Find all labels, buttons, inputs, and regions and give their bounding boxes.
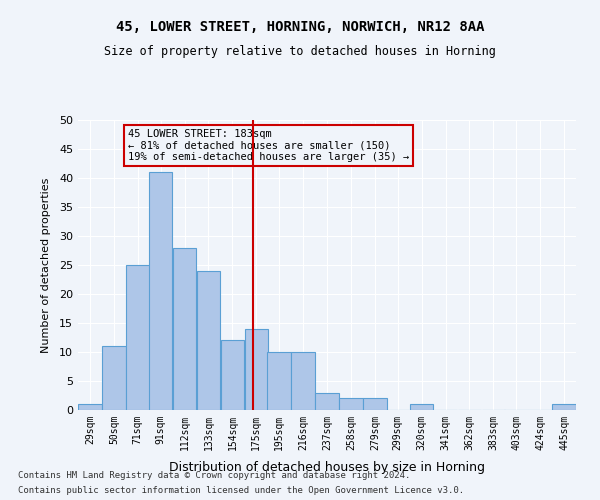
Bar [553, 404, 576, 410]
Bar [410, 404, 433, 410]
Bar [102, 346, 125, 410]
Text: 45, LOWER STREET, HORNING, NORWICH, NR12 8AA: 45, LOWER STREET, HORNING, NORWICH, NR12… [116, 20, 484, 34]
X-axis label: Distribution of detached houses by size in Horning: Distribution of detached houses by size … [169, 461, 485, 474]
Bar [126, 265, 149, 410]
Bar [149, 172, 172, 410]
Bar [339, 398, 362, 410]
Bar [245, 329, 268, 410]
Text: Contains HM Land Registry data © Crown copyright and database right 2024.: Contains HM Land Registry data © Crown c… [18, 471, 410, 480]
Text: 45 LOWER STREET: 183sqm
← 81% of detached houses are smaller (150)
19% of semi-d: 45 LOWER STREET: 183sqm ← 81% of detache… [128, 128, 409, 162]
Bar [173, 248, 196, 410]
Bar [268, 352, 291, 410]
Bar [78, 404, 101, 410]
Text: Contains public sector information licensed under the Open Government Licence v3: Contains public sector information licen… [18, 486, 464, 495]
Bar [197, 271, 220, 410]
Y-axis label: Number of detached properties: Number of detached properties [41, 178, 50, 352]
Bar [292, 352, 315, 410]
Text: Size of property relative to detached houses in Horning: Size of property relative to detached ho… [104, 45, 496, 58]
Bar [363, 398, 386, 410]
Bar [221, 340, 244, 410]
Bar [316, 392, 338, 410]
